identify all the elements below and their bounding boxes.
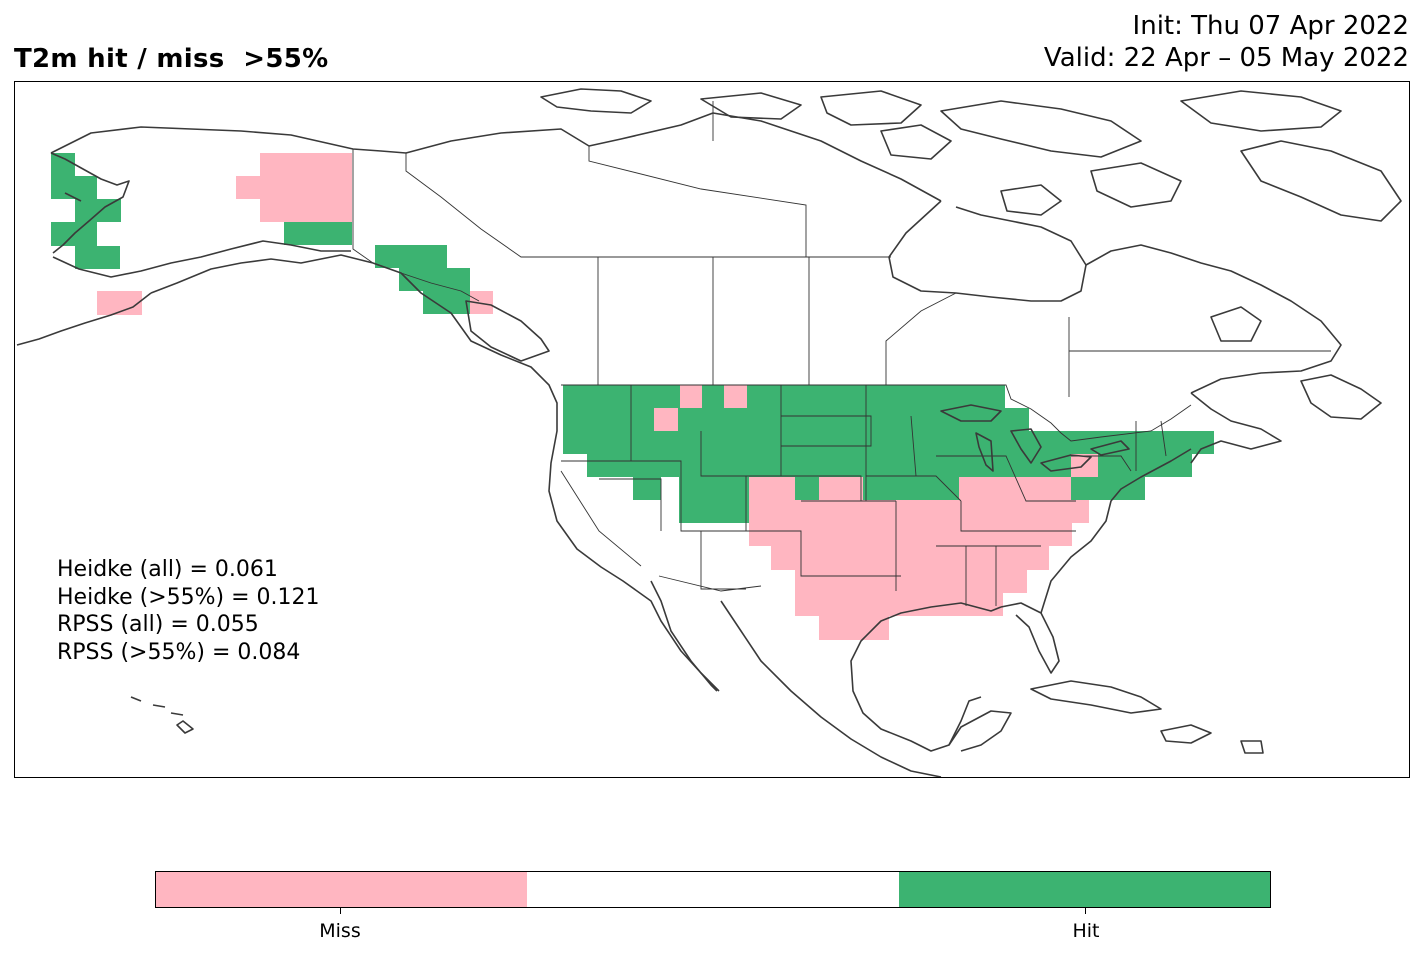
hit-cell: [51, 153, 75, 177]
miss-cell: [97, 291, 142, 315]
hit-cell: [702, 385, 724, 409]
political-borders: [352, 101, 1331, 606]
miss-cell: [771, 546, 1049, 570]
hit-cell: [1072, 431, 1214, 454]
colorbar-tick-hit: [1085, 907, 1086, 914]
score-rpss-55: RPSS (>55%) = 0.084: [57, 639, 301, 665]
hit-cell: [678, 408, 1029, 432]
hit-cell: [563, 431, 1072, 454]
init-date: Init: Thu 07 Apr 2022: [1132, 11, 1409, 41]
miss-cell: [260, 153, 352, 177]
miss-cell: [749, 477, 795, 500]
hit-cell: [399, 268, 470, 291]
forecast-grid-cells: [51, 153, 1214, 640]
hit-cell: [563, 408, 654, 432]
hit-cell: [795, 477, 819, 500]
hit-cell: [1071, 477, 1145, 500]
colorbar-miss-segment: [156, 872, 528, 907]
hit-cell: [1098, 454, 1192, 477]
legend-miss-label: Miss: [319, 920, 361, 942]
miss-cell: [819, 615, 889, 640]
miss-cell: [236, 176, 352, 199]
map-title: T2m hit / miss >55%: [14, 44, 329, 74]
miss-cell: [724, 385, 747, 409]
score-heidke-55: Heidke (>55%) = 0.121: [57, 584, 320, 610]
hit-cell: [423, 291, 470, 314]
miss-cell: [819, 477, 863, 500]
legend-colorbar: [155, 871, 1271, 908]
colorbar-tick-miss: [340, 907, 341, 914]
hit-cell: [51, 176, 97, 199]
miss-cell: [749, 523, 1072, 546]
hit-cell: [747, 385, 1005, 409]
miss-cell: [749, 500, 1089, 523]
legend-hit-label: Hit: [1072, 920, 1100, 942]
hit-cell: [679, 500, 749, 523]
miss-cell: [654, 408, 678, 432]
miss-cell: [260, 199, 352, 222]
miss-cell: [795, 592, 1003, 616]
map-panel: [14, 81, 1410, 778]
miss-cell: [470, 291, 493, 314]
coastlines: [16, 88, 1402, 777]
hit-cell: [633, 477, 661, 500]
hit-cell: [563, 385, 680, 409]
hit-cell: [284, 222, 352, 245]
miss-cell: [795, 569, 1027, 593]
hit-cell: [75, 246, 120, 269]
north-america-map: [16, 88, 1402, 777]
colorbar-neutral-segment: [527, 872, 899, 907]
score-rpss-all: RPSS (all) = 0.055: [57, 612, 259, 637]
skill-scores: Heidke (all) = 0.061 Heidke (>55%) = 0.1…: [57, 556, 320, 666]
miss-cell: [680, 385, 702, 409]
score-heidke-all: Heidke (all) = 0.061: [57, 557, 278, 582]
hit-cell: [863, 477, 959, 500]
hit-cell: [375, 245, 447, 268]
date-info: Init: Thu 07 Apr 2022 Valid: 22 Apr – 05…: [1044, 10, 1409, 74]
valid-period: Valid: 22 Apr – 05 May 2022: [1043, 43, 1409, 73]
hit-cell: [679, 477, 749, 500]
colorbar-hit-segment: [898, 872, 1270, 907]
miss-cell: [959, 477, 1071, 500]
miss-cell: [1071, 454, 1098, 477]
hit-cell: [587, 454, 1071, 477]
